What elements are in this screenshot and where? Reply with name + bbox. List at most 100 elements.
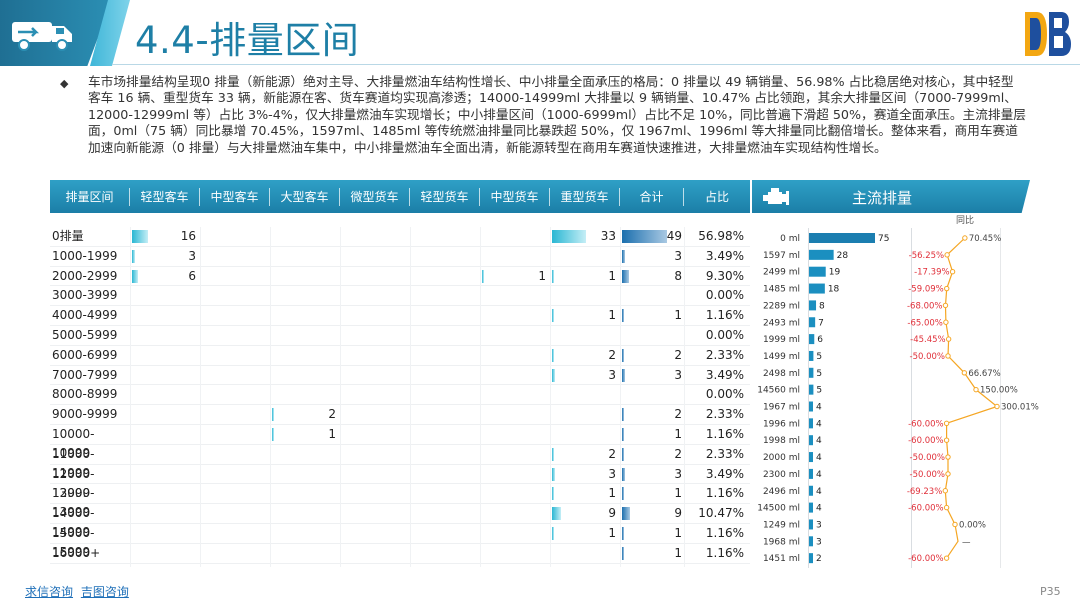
side-header: 主流排量: [752, 180, 1030, 213]
side-row-label: 14500 ml: [757, 504, 800, 514]
row-label: 2000-2999: [52, 268, 118, 283]
table-row: 13000-13999 1 1 1.16%: [50, 484, 750, 520]
data-bar: [552, 230, 586, 243]
column-header: 中型客车: [200, 187, 270, 206]
column-header: 占比: [704, 189, 729, 204]
row-label: 5000-5999: [52, 327, 118, 342]
column-divider: [130, 227, 131, 567]
total-bar: [622, 467, 625, 481]
column-header: 微型货车: [340, 187, 410, 206]
total-value: 3: [674, 466, 682, 481]
footer-link-qiuxin[interactable]: 求信咨询: [25, 585, 74, 599]
table-row: 4000-4999 1 1 1.16%: [50, 306, 750, 326]
side-yoy-grid: [911, 228, 1001, 568]
table-row: 9000-9999 2 2 2.33%: [50, 405, 750, 425]
row-label: 13000-13999: [52, 486, 95, 520]
table-row: 2000-2999 6 1 1 8 9.30%: [50, 267, 750, 287]
column-header: 重型货车: [550, 187, 620, 206]
share-value: 2.33%: [705, 446, 744, 461]
table-row: 6000-6999 2 2 2.33%: [50, 346, 750, 366]
row-label: 11000-11999: [52, 446, 95, 480]
column-divider: [410, 227, 411, 567]
column-header: 轻型货车: [410, 187, 480, 206]
data-bar: [552, 467, 556, 481]
table-row: 0排量 16 33 49 56.98%: [50, 227, 750, 247]
truck-icon: [12, 22, 72, 51]
side-row-label: 1999 ml: [763, 335, 800, 345]
row-label: 7000-7999: [52, 367, 118, 382]
side-bar-grid: [808, 228, 894, 568]
engine-icon: [763, 188, 789, 205]
column-header: 轻型客车: [130, 187, 200, 206]
total-value: 8: [674, 268, 682, 283]
column-divider: [620, 227, 621, 567]
cell-value: 2: [608, 446, 616, 461]
total-value: 2: [674, 446, 682, 461]
cell-value: 3: [188, 248, 196, 263]
table-row: 7000-7999 3 3 3.49%: [50, 366, 750, 386]
data-bar: [552, 269, 554, 283]
column-divider: [480, 227, 481, 567]
share-value: 0.00%: [705, 327, 744, 342]
data-bar: [552, 309, 554, 323]
side-row-label: 1968 ml: [763, 537, 800, 547]
total-bar: [622, 368, 625, 382]
total-value: 1: [674, 308, 682, 323]
share-value: 3.49%: [705, 367, 744, 382]
share-value: 2.33%: [705, 407, 744, 422]
table-row: 16000+ 1 1.16%: [50, 544, 750, 564]
data-bar: [482, 269, 484, 283]
table-row: 15000-15999 1 1 1.16%: [50, 524, 750, 559]
side-row-label: 0 ml: [780, 234, 800, 244]
column-divider: [684, 227, 685, 567]
side-row-label: 2493 ml: [763, 318, 800, 328]
yoy-label-value: 300.01%: [1001, 403, 1039, 413]
total-bar: [622, 408, 624, 422]
data-bar: [552, 348, 555, 362]
total-bar: [622, 487, 624, 501]
page-title: 4.4-排量区间: [135, 19, 360, 62]
share-value: 1.16%: [705, 545, 744, 560]
side-row-label: 2496 ml: [763, 487, 800, 497]
header-divider: [112, 64, 1080, 65]
yoy-label: 同比: [956, 216, 975, 226]
side-row-label: 2499 ml: [763, 268, 800, 278]
total-value: 1: [674, 525, 682, 540]
total-value: 49: [666, 229, 682, 243]
row-label: 12000-12999: [52, 466, 95, 500]
side-row-label: 2498 ml: [763, 369, 800, 379]
cell-value: 2: [328, 407, 336, 422]
side-row-label: 1249 ml: [763, 520, 800, 530]
column-header: 大型客车: [270, 187, 340, 206]
column-divider: [550, 227, 551, 567]
cell-value: 3: [608, 466, 616, 481]
total-value: 3: [674, 248, 682, 263]
data-bar: [132, 230, 149, 243]
cell-value: 6: [188, 268, 196, 283]
column-header: 排量区间: [50, 187, 130, 206]
total-value: 2: [674, 347, 682, 362]
column-divider: [270, 227, 271, 567]
footer-link-jitu[interactable]: 吉图咨询: [80, 585, 129, 599]
total-value: 1: [674, 486, 682, 501]
column-header: 中型货车: [480, 187, 550, 206]
table-row: 1000-1999 3 3 3.49%: [50, 247, 750, 267]
cell-value: 1: [608, 486, 616, 501]
share-value: 0.00%: [705, 387, 744, 402]
table-row: 5000-5999 0.00%: [50, 326, 750, 346]
summary-text: 车市场排量结构呈现0 排量（新能源）绝对主导、大排量燃油车结构性增长、中小排量全…: [88, 74, 1026, 155]
cell-value: 1: [538, 268, 546, 283]
share-value: 2.33%: [705, 347, 744, 362]
total-bar: [622, 546, 624, 560]
side-row-label: 1499 ml: [763, 352, 800, 362]
row-label: 4000-4999: [52, 308, 118, 323]
total-value: 1: [674, 545, 682, 560]
side-row-label: 2300 ml: [763, 470, 800, 480]
table-row: 11000-11999 2 2 2.33%: [50, 445, 750, 480]
column-divider: [200, 227, 201, 567]
side-row-label: 14560 ml: [757, 386, 800, 396]
total-bar: [622, 507, 631, 521]
row-label: 14000-14999: [52, 506, 95, 540]
column-divider: [340, 227, 341, 567]
row-label: 0排量: [52, 229, 84, 243]
